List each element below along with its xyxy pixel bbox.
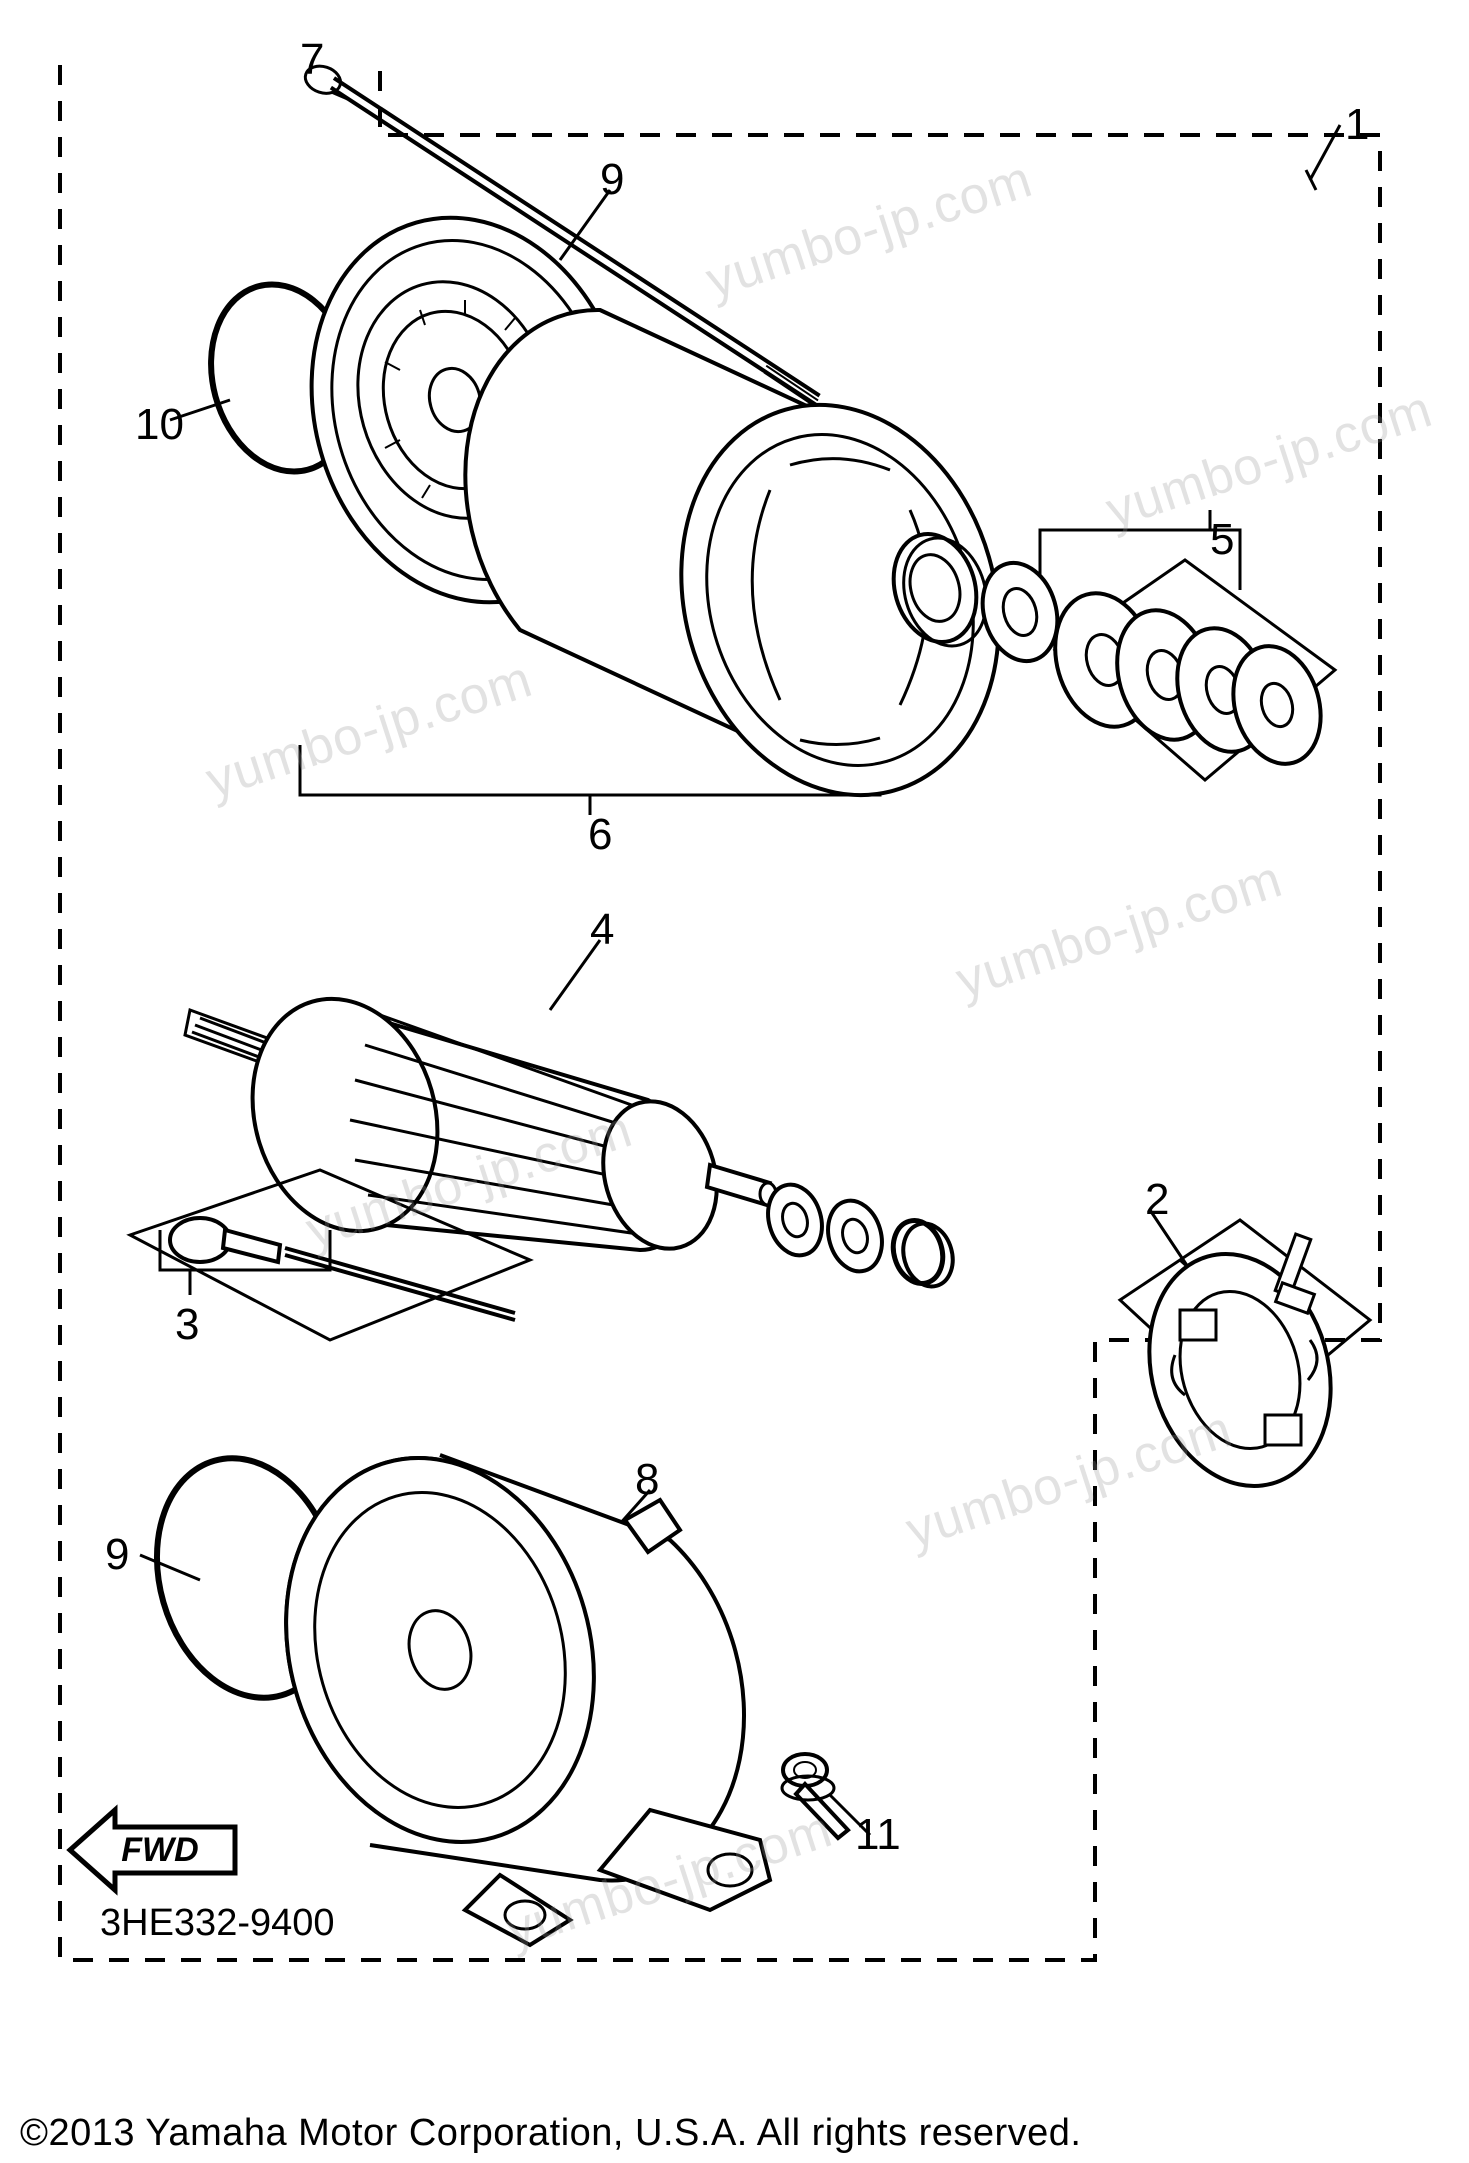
callout-6: 6 [588, 810, 612, 860]
callout-9: 9 [105, 1530, 129, 1580]
callout-10: 10 [135, 400, 184, 450]
callout-3: 3 [175, 1300, 199, 1350]
part-rear-bracket [270, 1440, 830, 1960]
part-armature-washers [760, 1160, 980, 1290]
fwd-indicator: FWD [60, 1795, 250, 1905]
callout-11: 11 [855, 1810, 901, 1860]
callout-8: 8 [635, 1455, 659, 1505]
part-brush-holder-2 [1110, 1180, 1380, 1510]
callout-1: 1 [1345, 100, 1369, 150]
callout-2: 2 [1145, 1175, 1169, 1225]
diagram-code: 3HE332-9400 [100, 1902, 335, 1945]
fwd-label: FWD [121, 1831, 198, 1869]
callout-7: 7 [300, 35, 324, 85]
callout-5: 5 [1210, 515, 1234, 565]
parts-diagram: FWD 1 2 3 4 5 6 7 8 9 9 10 11 3HE332-940… [0, 0, 1469, 2060]
callout-9b: 9 [600, 155, 624, 205]
callout-4: 4 [590, 905, 614, 955]
part-washer-group-5 [1035, 520, 1355, 840]
copyright-text: ©2013 Yamaha Motor Corporation, U.S.A. A… [20, 2112, 1081, 2155]
